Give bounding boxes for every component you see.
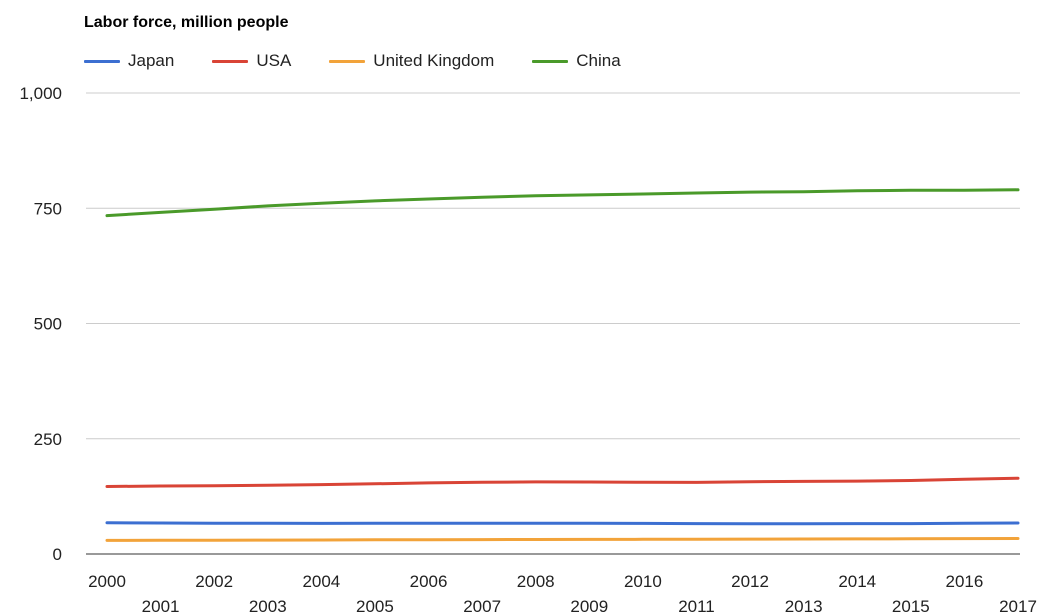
series-line-japan	[105, 521, 1020, 526]
x-tick-label: 2003	[249, 597, 287, 615]
y-tick-label: 0	[53, 545, 62, 564]
y-tick-label: 250	[34, 430, 62, 449]
x-tick-label: 2001	[142, 597, 180, 615]
x-tick-label: 2015	[892, 597, 930, 615]
legend-swatch-china	[532, 59, 569, 63]
x-tick-label: 2017	[999, 597, 1037, 615]
legend-label-usa: USA	[256, 51, 292, 70]
x-tick-label: 2014	[838, 572, 876, 591]
x-tick-label: 2004	[302, 572, 340, 591]
legend-swatch-japan	[84, 59, 120, 63]
x-tick-label: 2008	[517, 572, 555, 591]
legend-label-china: China	[576, 51, 621, 70]
legend-item-united-kingdom[interactable]: United Kingdom	[329, 51, 494, 71]
y-tick-label: 750	[34, 199, 62, 218]
legend-swatch-usa	[212, 59, 249, 63]
x-tick-label: 2011	[678, 597, 715, 615]
x-tick-label: 2005	[356, 597, 394, 615]
y-tick-label: 1,000	[19, 84, 62, 103]
x-tick-label: 2012	[731, 572, 769, 591]
legend-item-japan[interactable]: Japan	[84, 51, 174, 71]
legend: Japan USA United Kingdom China	[84, 48, 659, 74]
x-tick-label: 2002	[195, 572, 233, 591]
x-tick-label: 2009	[570, 597, 608, 615]
y-tick-label: 500	[34, 315, 62, 334]
x-tick-label: 2006	[410, 572, 448, 591]
legend-label-united-kingdom: United Kingdom	[373, 51, 495, 70]
series-line-china	[105, 188, 1020, 218]
x-tick-label: 2007	[463, 597, 501, 615]
chart-title: Labor force, million people	[84, 14, 289, 31]
legend-swatch-united-kingdom	[329, 59, 366, 63]
x-tick-label: 2010	[624, 572, 662, 591]
legend-label-japan: Japan	[128, 51, 175, 70]
x-tick-label: 2000	[88, 572, 126, 591]
legend-item-china[interactable]: China	[532, 51, 621, 71]
x-tick-label: 2013	[785, 597, 823, 615]
x-tick-label: 2016	[945, 572, 983, 591]
legend-item-usa[interactable]: USA	[212, 51, 291, 71]
series-line-usa	[105, 476, 1020, 488]
series-line-united-kingdom	[105, 537, 1020, 542]
